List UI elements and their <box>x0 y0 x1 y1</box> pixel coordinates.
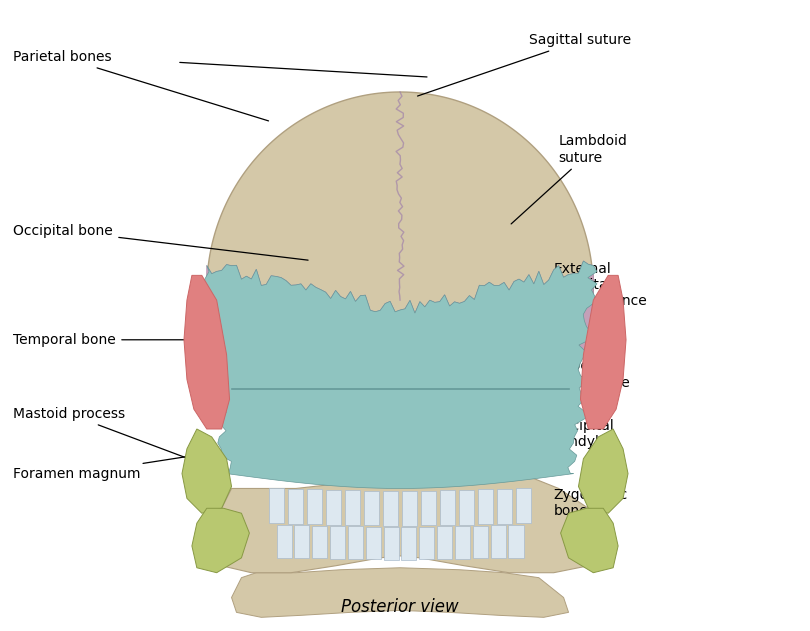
Polygon shape <box>192 509 249 573</box>
Polygon shape <box>383 491 398 526</box>
Polygon shape <box>312 526 327 558</box>
Polygon shape <box>207 261 594 488</box>
Polygon shape <box>232 568 569 617</box>
Polygon shape <box>578 429 628 513</box>
Polygon shape <box>455 526 470 559</box>
Polygon shape <box>561 509 618 573</box>
Polygon shape <box>326 490 341 524</box>
Polygon shape <box>348 526 363 559</box>
Text: Sagittal suture: Sagittal suture <box>417 33 631 96</box>
Polygon shape <box>202 261 597 488</box>
Text: Occipital bone: Occipital bone <box>14 224 308 260</box>
Polygon shape <box>402 527 416 560</box>
Text: Occipital
condyle: Occipital condyle <box>522 419 615 449</box>
Polygon shape <box>384 527 399 560</box>
Text: Posterior view: Posterior view <box>341 598 458 616</box>
Polygon shape <box>459 490 475 524</box>
Polygon shape <box>330 526 345 559</box>
Polygon shape <box>345 490 360 525</box>
Polygon shape <box>288 489 303 524</box>
Polygon shape <box>421 491 436 526</box>
Polygon shape <box>517 488 531 523</box>
Text: Temporal bone: Temporal bone <box>14 333 191 347</box>
Polygon shape <box>366 527 381 559</box>
Text: Mastoid process: Mastoid process <box>14 407 199 463</box>
Polygon shape <box>184 275 229 429</box>
Polygon shape <box>437 526 452 559</box>
Polygon shape <box>294 526 309 558</box>
Polygon shape <box>269 488 284 523</box>
Polygon shape <box>491 526 505 558</box>
Polygon shape <box>276 525 292 558</box>
Polygon shape <box>420 527 434 559</box>
Polygon shape <box>509 525 523 558</box>
Polygon shape <box>182 429 232 513</box>
Polygon shape <box>307 490 322 524</box>
Polygon shape <box>478 490 493 524</box>
Text: Foramen magnum: Foramen magnum <box>14 439 298 481</box>
Polygon shape <box>216 474 599 573</box>
Text: External
occipital
protuberance: External occipital protuberance <box>492 262 647 363</box>
Text: Superior
nuchal line: Superior nuchal line <box>512 360 629 389</box>
Polygon shape <box>364 491 379 526</box>
Polygon shape <box>207 92 594 488</box>
Text: Lambdoid
suture: Lambdoid suture <box>511 134 628 224</box>
Text: Zygomatic
bone: Zygomatic bone <box>554 488 628 536</box>
Polygon shape <box>581 275 626 429</box>
Polygon shape <box>440 490 455 525</box>
Polygon shape <box>497 489 513 524</box>
Polygon shape <box>473 526 488 558</box>
Polygon shape <box>402 491 417 526</box>
Text: Parietal bones: Parietal bones <box>14 50 269 121</box>
